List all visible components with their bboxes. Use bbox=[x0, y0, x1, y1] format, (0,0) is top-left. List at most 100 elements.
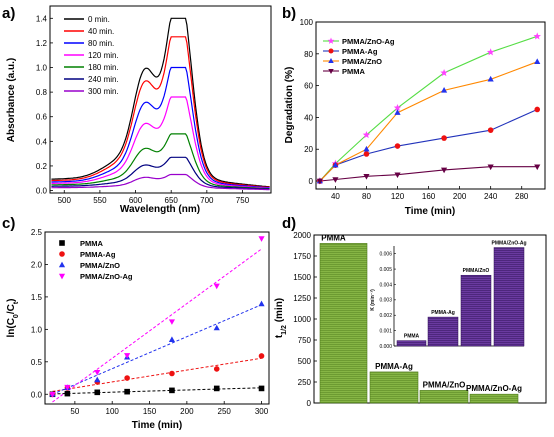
y-tick-label: 0 bbox=[309, 177, 314, 186]
spectrum-curve bbox=[51, 173, 270, 191]
inset-y-tick-label: 0.002 bbox=[379, 313, 392, 319]
y-tick-label: 1.0 bbox=[36, 64, 48, 73]
data-point bbox=[124, 388, 130, 395]
panel-a-ylabel: Absorbance (a.u.) bbox=[6, 58, 17, 142]
y-tick-label: 1.0 bbox=[31, 325, 43, 334]
fit-line bbox=[52, 357, 262, 392]
data-point bbox=[394, 172, 401, 179]
inset-content: 0.000 0.001 0.002 0.003 0.004 0.005 0.006 PMMA P… bbox=[379, 241, 526, 350]
data-point bbox=[441, 87, 448, 93]
y-tick-label: 2000 bbox=[293, 231, 311, 240]
legend-label: PMMA/ZnO bbox=[342, 57, 382, 66]
legend-label: 300 min. bbox=[88, 87, 119, 96]
spectrum-curve bbox=[51, 133, 270, 190]
y-tick-label: 80 bbox=[304, 50, 313, 59]
data-point bbox=[258, 353, 265, 359]
data-point bbox=[94, 389, 101, 396]
y-tick-label: 0.5 bbox=[31, 358, 43, 367]
data-point bbox=[440, 68, 448, 77]
legend-label: 0 min. bbox=[88, 15, 110, 24]
data-point bbox=[124, 353, 131, 359]
spectrum-curve bbox=[51, 66, 270, 189]
panel-b-xlabel: Time (min) bbox=[405, 206, 455, 217]
inset-y-tick-label: 0.001 bbox=[379, 328, 392, 334]
panel-a-curves bbox=[51, 17, 270, 191]
x-tick-label: 280 bbox=[515, 192, 529, 201]
inset-ylabel: K (min⁻¹) bbox=[370, 289, 376, 311]
panel-b-ylabel: Degradation (%) bbox=[284, 67, 295, 144]
y-tick-label: 1750 bbox=[293, 252, 311, 261]
data-point bbox=[168, 319, 176, 325]
inset-bar bbox=[396, 340, 427, 347]
x-tick-label: 120 bbox=[391, 192, 405, 201]
panel-d: d) 0 250 500 750 1000 1250 1500 1750 2000 PMMA PM… bbox=[274, 215, 547, 408]
panel-a-frame bbox=[49, 5, 272, 194]
panel-b-series bbox=[316, 32, 541, 185]
legend-label: PMMA bbox=[342, 67, 365, 76]
inset-bar bbox=[427, 316, 459, 347]
data-point bbox=[394, 109, 401, 115]
data-point bbox=[213, 366, 220, 372]
data-point bbox=[533, 32, 541, 40]
data-point bbox=[332, 177, 339, 183]
y-tick-label: 2.0 bbox=[31, 260, 43, 269]
y-tick-label: 250 bbox=[298, 378, 312, 387]
x-tick-label: 550 bbox=[93, 196, 107, 205]
inset-y-tick-label: 0.005 bbox=[379, 267, 392, 273]
spectrum-curve bbox=[51, 96, 270, 189]
bar bbox=[419, 390, 469, 404]
legend-marker bbox=[328, 48, 334, 54]
panel-c-frame bbox=[44, 231, 270, 405]
panel-b: b) 40 80 120 160 200 240 280 0 20 40 60 80 100 PMMA/… bbox=[282, 5, 546, 217]
data-point bbox=[332, 161, 339, 168]
data-point bbox=[534, 106, 541, 113]
fit-line bbox=[52, 248, 262, 403]
data-point bbox=[213, 283, 220, 290]
legend-label: PMMA-Ag bbox=[342, 47, 378, 56]
data-point bbox=[258, 236, 265, 242]
y-tick-label: 60 bbox=[304, 82, 313, 91]
data-point bbox=[169, 387, 175, 394]
panel-d-ticks: 0 250 500 750 1000 1250 1500 1750 2000 bbox=[293, 231, 317, 408]
panel-b-frame bbox=[315, 21, 546, 190]
data-point bbox=[94, 376, 101, 383]
y-tick-label: 0.6 bbox=[36, 113, 48, 122]
inset-bar bbox=[460, 274, 492, 347]
y-tick-label: 0.8 bbox=[36, 88, 48, 97]
x-tick-label: 600 bbox=[129, 196, 143, 205]
legend-label: PMMA/ZnO-Ag bbox=[342, 37, 395, 46]
legend-label: PMMA-Ag bbox=[80, 250, 116, 259]
legend-marker bbox=[327, 37, 335, 44]
bar-label: PMMA/ZnO-Ag bbox=[466, 384, 522, 393]
y-tick-label: 40 bbox=[304, 113, 313, 122]
x-tick-label: 250 bbox=[218, 407, 232, 416]
data-point bbox=[213, 385, 220, 392]
inset-bar-label: PMMA/ZnO bbox=[463, 268, 490, 274]
legend-marker bbox=[58, 261, 66, 268]
data-point bbox=[168, 336, 176, 342]
y-tick-label: 20 bbox=[304, 145, 313, 154]
degradation-line bbox=[319, 108, 538, 182]
bar-label: PMMA-Ag bbox=[375, 362, 413, 371]
panel-a-legend: 0 min. 40 min. 80 min. 120 min. 180 min. 240 … bbox=[64, 15, 119, 96]
inset-bar-label: PMMA-Ag bbox=[431, 310, 455, 316]
inset-bar-label: PMMA/ZnO-Ag bbox=[492, 241, 527, 247]
legend-marker bbox=[59, 251, 65, 257]
data-point bbox=[487, 127, 494, 133]
legend-label: 40 min. bbox=[88, 27, 114, 36]
y-tick-label: 0.2 bbox=[36, 162, 48, 171]
inset-y-tick-label: 0.006 bbox=[379, 251, 392, 257]
y-tick-label: 1.4 bbox=[36, 14, 48, 23]
legend-label: 180 min. bbox=[88, 63, 119, 72]
data-point bbox=[487, 75, 494, 82]
data-point bbox=[363, 151, 370, 157]
x-tick-label: 160 bbox=[422, 192, 436, 201]
spectrum-curve bbox=[51, 36, 270, 188]
inset-y-tick-label: 0.004 bbox=[379, 282, 392, 288]
data-point bbox=[64, 384, 71, 391]
y-tick-label: 500 bbox=[298, 357, 312, 366]
data-point bbox=[487, 164, 494, 171]
legend-marker bbox=[328, 69, 334, 74]
